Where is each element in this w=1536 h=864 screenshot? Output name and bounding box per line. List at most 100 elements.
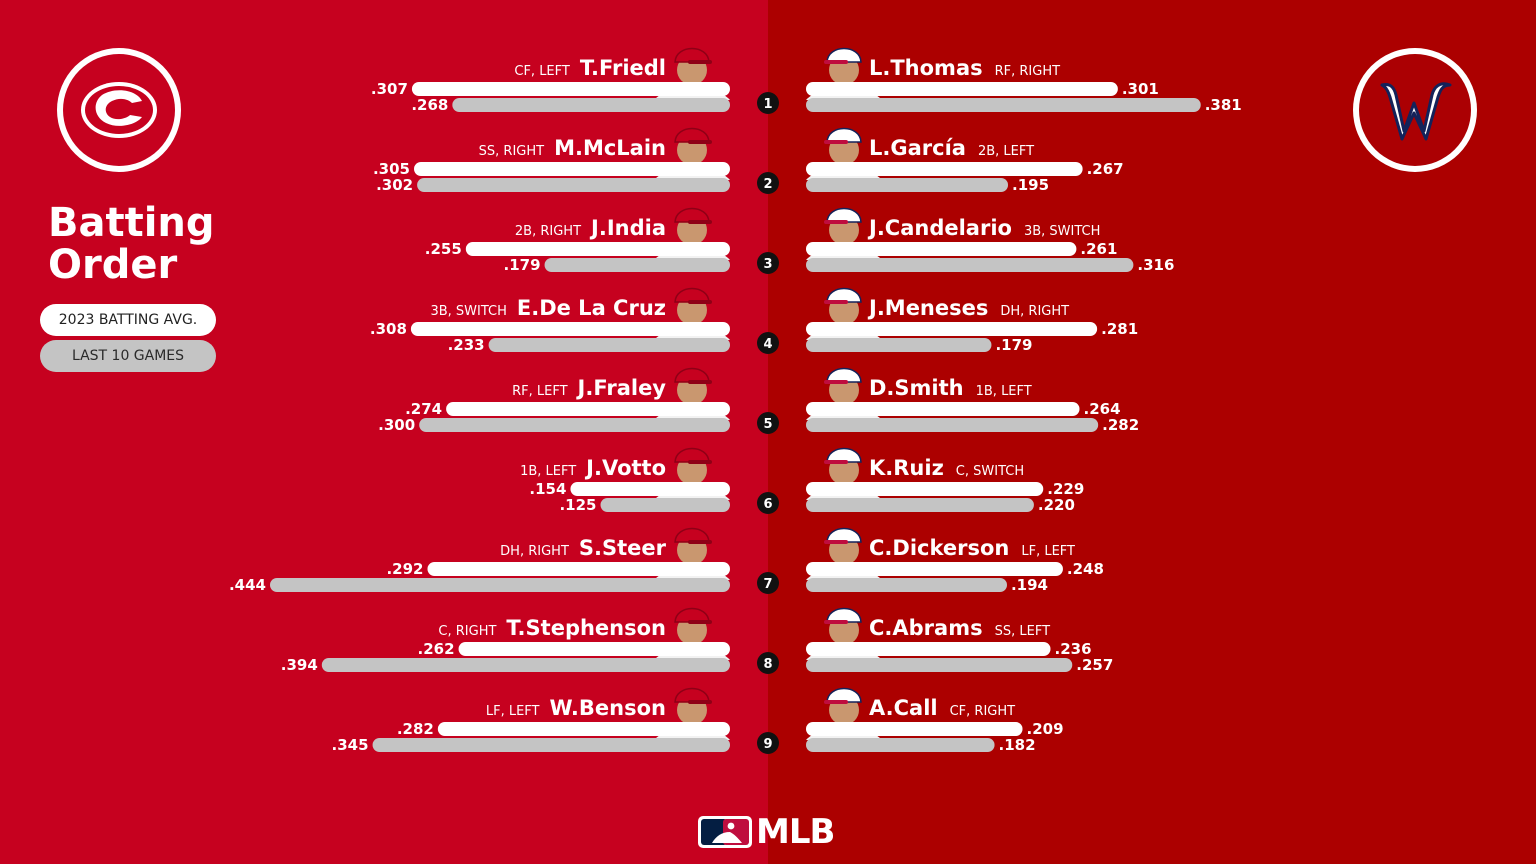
home-season-value: .255	[425, 240, 462, 258]
away-season-bar	[806, 322, 1098, 336]
away-recent-value: .316	[1137, 256, 1174, 274]
away-player-position: 3B, SWITCH	[1024, 224, 1100, 239]
away-season-value: .261	[1080, 240, 1117, 258]
away-player-name: L.Thomas	[869, 56, 983, 80]
away-player-name: C.Dickerson	[869, 536, 1009, 560]
batting-order-circle	[757, 332, 779, 354]
home-player-position: 1B, LEFT	[520, 464, 576, 479]
away-player-position: 1B, LEFT	[976, 384, 1032, 399]
batting-order-circle	[757, 572, 779, 594]
home-season-bar	[465, 242, 730, 256]
home-season-value: .308	[370, 320, 407, 338]
away-season-value: .229	[1047, 480, 1084, 498]
batting-order-circle	[757, 252, 779, 274]
mlb-logo-icon	[698, 816, 752, 848]
batting-order-circle	[757, 412, 779, 434]
legend-season-avg: 2023 BATTING AVG.	[40, 304, 216, 336]
home-season-bar	[446, 402, 730, 416]
away-recent-bar	[806, 498, 1034, 512]
away-season-bar	[806, 642, 1051, 656]
away-recent-value: .220	[1038, 496, 1075, 514]
batting-order-circle	[757, 172, 779, 194]
away-recent-bar	[806, 658, 1073, 672]
page-title: Batting Order	[48, 202, 215, 286]
home-season-value: .262	[418, 640, 455, 658]
away-recent-bar	[806, 258, 1134, 272]
away-season-bar	[806, 82, 1118, 96]
away-recent-bar	[806, 338, 992, 352]
home-player-position: LF, LEFT	[486, 704, 540, 719]
home-player-position: SS, RIGHT	[479, 144, 544, 159]
batting-order-number: 7	[763, 577, 772, 592]
away-season-value: .264	[1084, 400, 1121, 418]
home-recent-bar	[321, 658, 730, 672]
away-player-name: J.Meneses	[867, 296, 988, 320]
away-recent-value: .282	[1102, 416, 1139, 434]
home-recent-value: .345	[332, 736, 369, 754]
home-season-bar	[411, 82, 730, 96]
title-line-1: Batting	[48, 200, 215, 246]
away-player-name: J.Candelario	[867, 216, 1012, 240]
away-player-headshot	[806, 607, 882, 660]
away-player-name: A.Call	[869, 696, 938, 720]
away-recent-value: .195	[1012, 176, 1049, 194]
legend-last-10-games: LAST 10 GAMES	[40, 340, 216, 372]
away-player-name: L.García	[869, 136, 966, 160]
home-recent-bar	[419, 418, 730, 432]
away-player-position: RF, RIGHT	[995, 64, 1060, 79]
home-season-value: .305	[373, 160, 410, 178]
batting-order-number: 9	[763, 737, 772, 752]
away-season-value: .267	[1087, 160, 1124, 178]
batting-order-number: 1	[763, 97, 772, 112]
batting-order-number: 8	[763, 657, 772, 672]
home-player-name: T.Friedl	[580, 56, 666, 80]
home-recent-bar	[417, 178, 730, 192]
home-player-position: C, RIGHT	[438, 624, 496, 639]
away-season-bar	[806, 482, 1044, 496]
away-season-value: .301	[1122, 80, 1159, 98]
home-season-bar	[414, 162, 730, 176]
home-recent-bar	[488, 338, 730, 352]
away-season-bar	[806, 162, 1083, 176]
home-recent-bar	[452, 98, 730, 112]
reds-c-logo-icon	[81, 82, 157, 138]
home-recent-value: .179	[504, 256, 541, 274]
away-recent-bar	[806, 418, 1099, 432]
home-season-value: .292	[386, 560, 423, 578]
home-player-name: E.De La Cruz	[517, 296, 666, 320]
away-player-position: LF, LEFT	[1021, 544, 1075, 559]
away-season-value: .209	[1027, 720, 1064, 738]
away-recent-value: .257	[1076, 656, 1113, 674]
home-recent-bar	[372, 738, 730, 752]
home-season-bar	[570, 482, 730, 496]
away-season-value: .248	[1067, 560, 1104, 578]
batting-order-circle	[757, 492, 779, 514]
batting-order-number: 6	[763, 497, 772, 512]
home-player-position: 2B, RIGHT	[515, 224, 581, 239]
away-season-bar	[806, 242, 1077, 256]
home-player-name: W.Benson	[549, 696, 666, 720]
away-player-name: D.Smith	[869, 376, 964, 400]
home-team-logo	[57, 48, 181, 172]
home-season-value: .154	[529, 480, 566, 498]
away-player-position: SS, LEFT	[995, 624, 1050, 639]
away-recent-value: .194	[1011, 576, 1048, 594]
away-recent-value: .179	[995, 336, 1032, 354]
home-season-bar	[437, 722, 730, 736]
home-recent-value: .300	[378, 416, 415, 434]
home-player-name: J.India	[589, 216, 666, 240]
batting-order-number: 2	[763, 177, 772, 192]
away-player-position: CF, RIGHT	[950, 704, 1016, 719]
away-recent-bar	[806, 578, 1007, 592]
away-player-position: DH, RIGHT	[1000, 304, 1069, 319]
home-recent-value: .125	[559, 496, 596, 514]
home-season-value: .307	[371, 80, 408, 98]
batting-order-circle	[757, 652, 779, 674]
home-recent-value: .302	[376, 176, 413, 194]
home-player-name: T.Stephenson	[506, 616, 666, 640]
home-recent-value: .394	[281, 656, 318, 674]
home-player-name: J.Votto	[584, 456, 666, 480]
away-team-logo	[1353, 48, 1477, 172]
home-season-value: .282	[397, 720, 434, 738]
